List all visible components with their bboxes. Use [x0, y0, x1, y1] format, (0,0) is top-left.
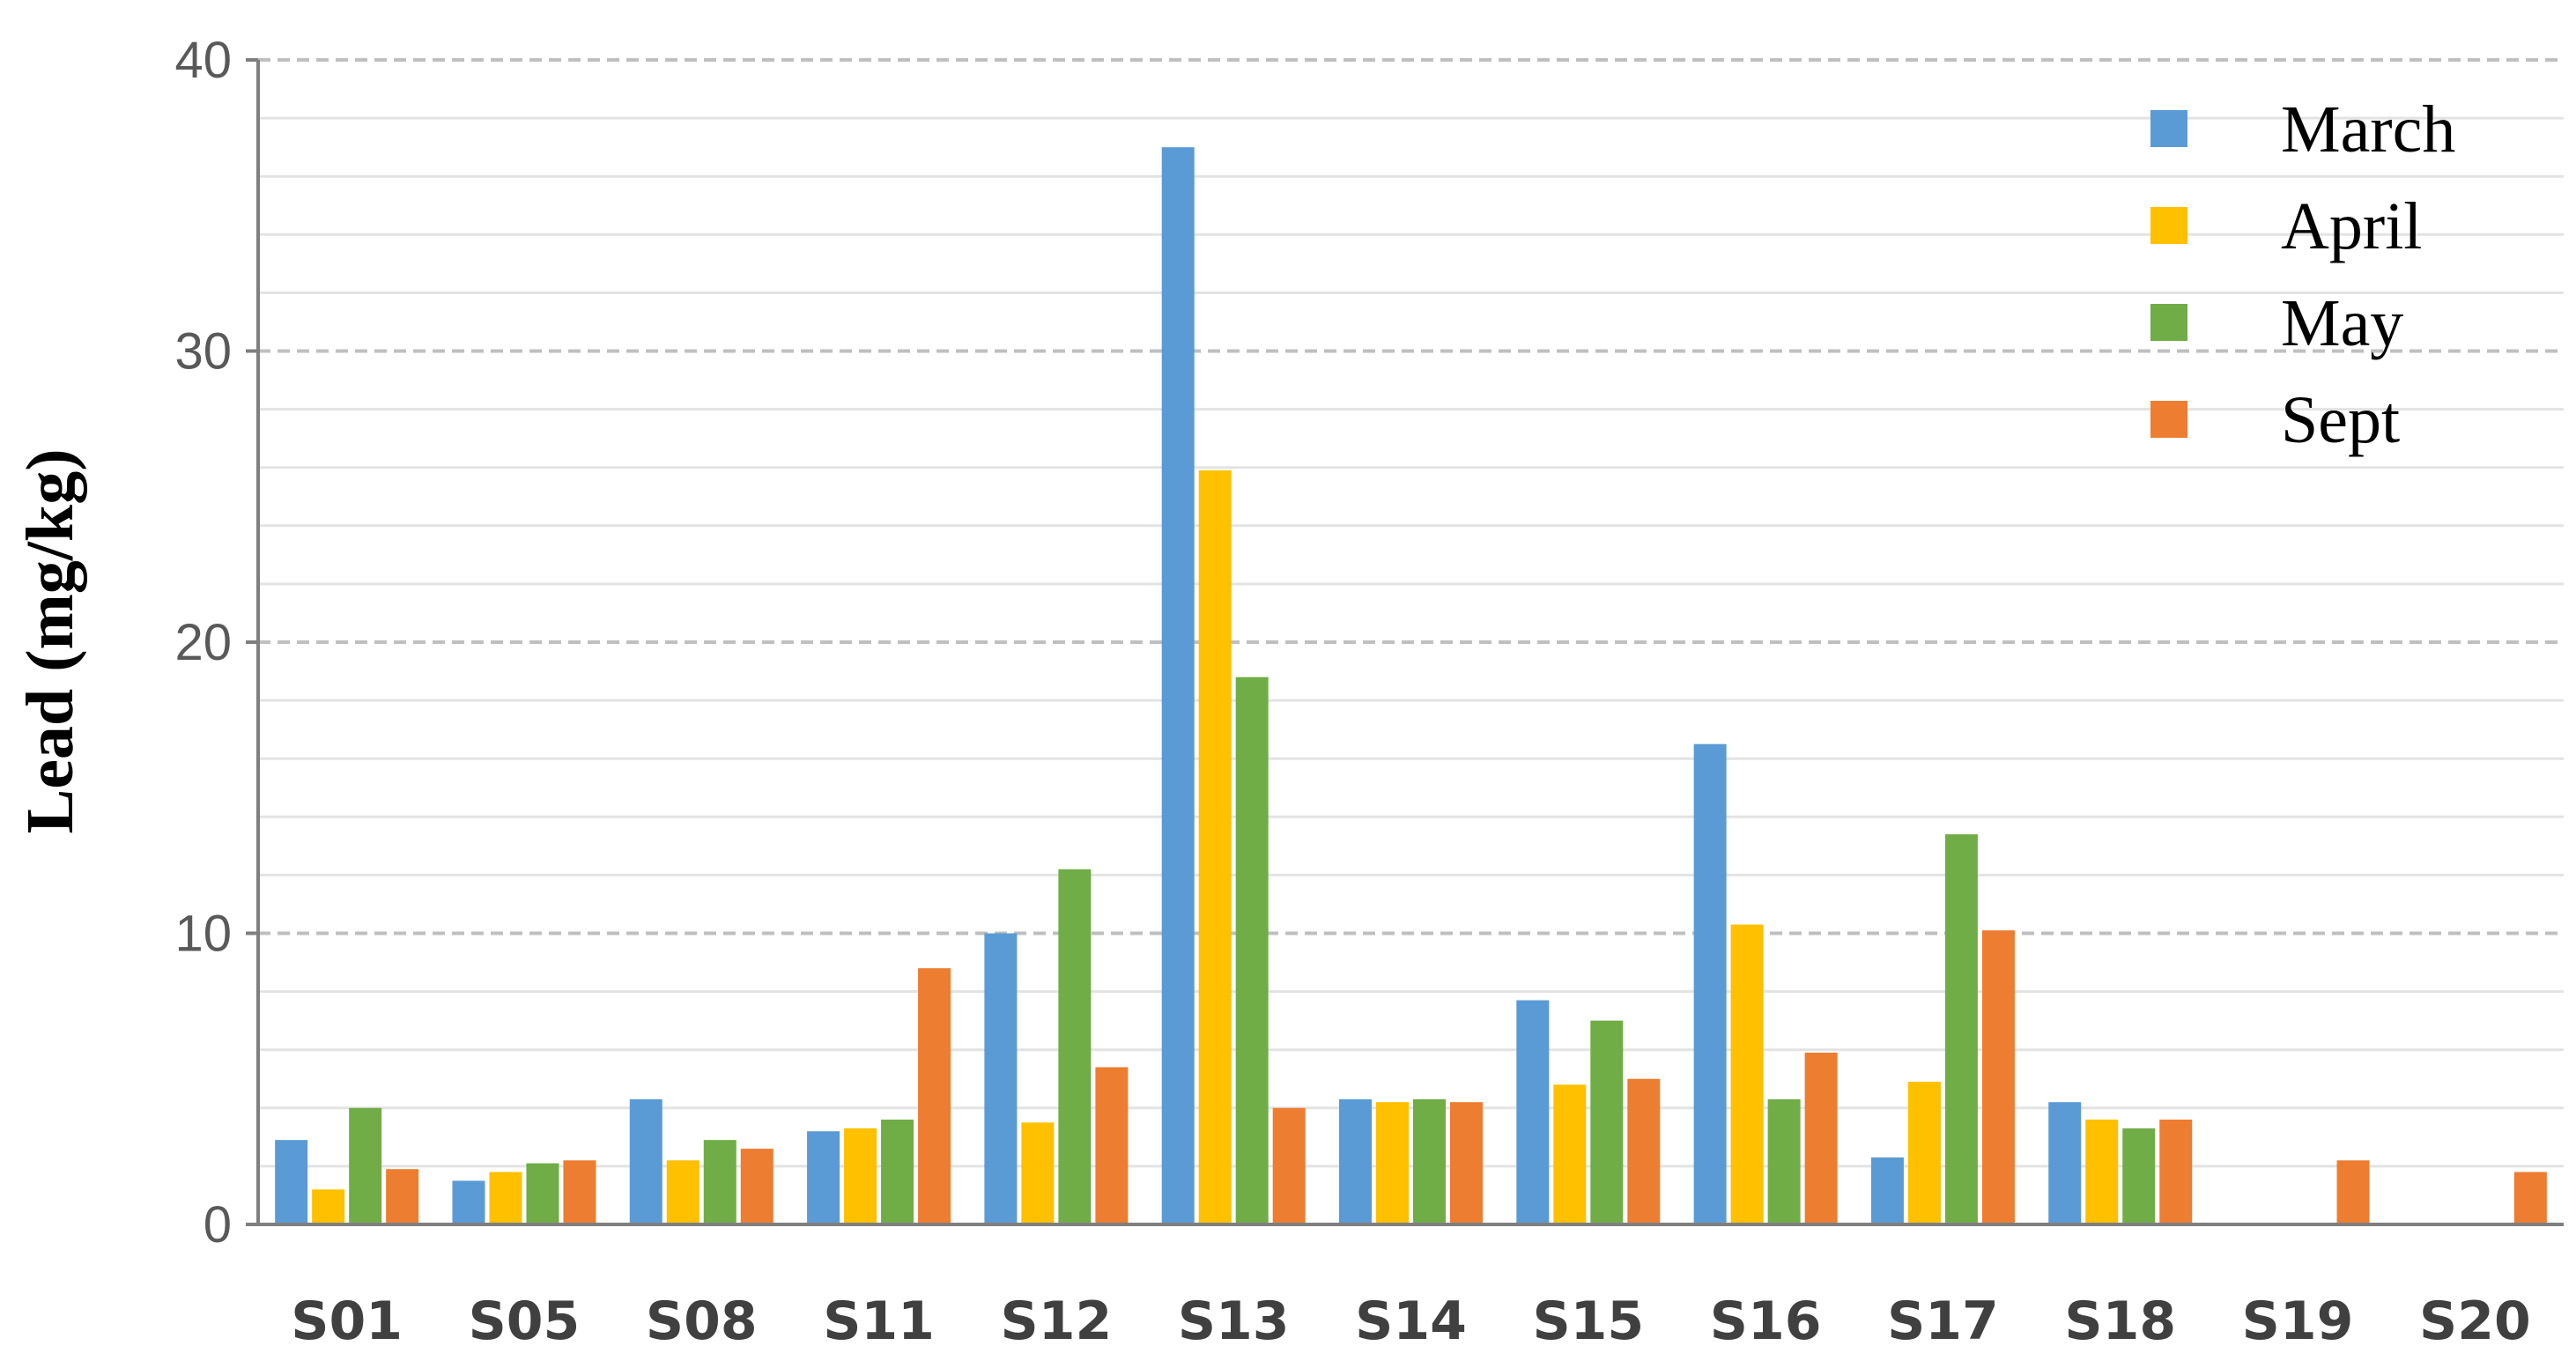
- bar-march-s16: [1693, 743, 1727, 1224]
- bar-may-s12: [1058, 869, 1092, 1224]
- legend-swatch-sept: [2150, 401, 2187, 438]
- bar-may-s16: [1767, 1098, 1801, 1224]
- bar-may-s05: [526, 1163, 559, 1224]
- bar-april-s16: [1730, 924, 1764, 1224]
- bar-may-s13: [1235, 677, 1269, 1224]
- y-tick-label: 30: [174, 323, 232, 381]
- x-tick-labels: S01 S05 S08 S11 S12 S13 S14 S15 S16 S17 S18 S19 S20: [291, 1290, 2530, 1352]
- bar-march-s15: [1516, 1000, 1550, 1224]
- bar-may-s08: [703, 1140, 737, 1224]
- bar-march-s08: [629, 1098, 663, 1224]
- bar-march-s12: [984, 933, 1018, 1224]
- bar-may-s18: [2122, 1128, 2156, 1224]
- y-tick-label: 40: [174, 32, 232, 89]
- bar-april-s11: [844, 1128, 877, 1224]
- bar-may-s15: [1590, 1020, 1624, 1224]
- bar-sept-s01: [386, 1169, 419, 1224]
- bars: [275, 147, 2547, 1224]
- bar-may-s11: [881, 1120, 914, 1224]
- x-tick-label: S14: [1355, 1290, 1467, 1352]
- x-tick-label: S20: [2419, 1290, 2531, 1352]
- bar-march-s14: [1339, 1098, 1372, 1224]
- grid-lines: [258, 58, 2564, 1168]
- legend-swatch-may: [2150, 304, 2187, 341]
- x-tick-label: S05: [469, 1290, 581, 1352]
- bar-sept-s11: [918, 968, 951, 1224]
- bar-sept-s20: [2513, 1172, 2547, 1224]
- legend: March April May Sept: [2150, 92, 2455, 457]
- y-tick-label: 10: [174, 906, 232, 963]
- bar-april-s08: [666, 1160, 700, 1224]
- legend-label-may: May: [2281, 286, 2403, 360]
- bar-may-s01: [349, 1107, 382, 1224]
- bar-may-s14: [1413, 1098, 1446, 1224]
- bar-april-s05: [489, 1172, 522, 1224]
- bar-sept-s14: [1450, 1102, 1483, 1224]
- bar-april-s14: [1376, 1102, 1409, 1224]
- x-tick-label: S15: [1532, 1290, 1644, 1352]
- bar-april-s18: [2085, 1120, 2119, 1224]
- bar-may-s17: [1944, 834, 1978, 1224]
- legend-label-march: March: [2281, 92, 2455, 166]
- y-tick-label: 20: [174, 614, 232, 671]
- bar-sept-s05: [563, 1160, 596, 1224]
- bar-sept-s15: [1627, 1078, 1661, 1224]
- bar-sept-s08: [740, 1149, 774, 1224]
- legend-swatch-april: [2150, 207, 2187, 244]
- bar-march-s13: [1161, 147, 1195, 1224]
- bar-sept-s16: [1804, 1053, 1838, 1224]
- x-tick-label: S11: [823, 1290, 935, 1352]
- bar-april-s13: [1198, 470, 1232, 1224]
- bar-sept-s12: [1095, 1067, 1129, 1224]
- x-tick-label: S18: [2064, 1290, 2176, 1352]
- x-tick-label: S01: [291, 1290, 403, 1352]
- bar-sept-s18: [2159, 1120, 2193, 1224]
- bar-sept-s17: [1981, 930, 2015, 1224]
- bar-march-s11: [807, 1131, 840, 1224]
- legend-label-april: April: [2281, 189, 2422, 263]
- x-tick-label: S08: [646, 1290, 758, 1352]
- bar-march-s01: [275, 1140, 308, 1224]
- y-axis-title: Lead (mg/kg): [13, 449, 87, 834]
- bar-march-s05: [452, 1180, 485, 1224]
- bar-april-s12: [1021, 1122, 1055, 1224]
- y-tick-label: 0: [204, 1196, 232, 1253]
- y-tick-labels: 0 10 20 30 40: [174, 32, 258, 1253]
- bar-march-s18: [2048, 1102, 2082, 1224]
- bar-april-s15: [1553, 1084, 1587, 1224]
- bar-march-s17: [1870, 1157, 1904, 1224]
- x-tick-label: S17: [1887, 1290, 1999, 1352]
- legend-swatch-march: [2150, 110, 2187, 147]
- bar-sept-s13: [1272, 1107, 1306, 1224]
- x-tick-label: S12: [1001, 1290, 1113, 1352]
- bar-sept-s19: [2336, 1160, 2370, 1224]
- x-tick-label: S16: [1710, 1290, 1822, 1352]
- x-tick-label: S13: [1178, 1290, 1290, 1352]
- legend-label-sept: Sept: [2281, 383, 2400, 457]
- bar-april-s01: [312, 1189, 345, 1224]
- x-tick-label: S19: [2242, 1290, 2354, 1352]
- bar-april-s17: [1907, 1082, 1941, 1224]
